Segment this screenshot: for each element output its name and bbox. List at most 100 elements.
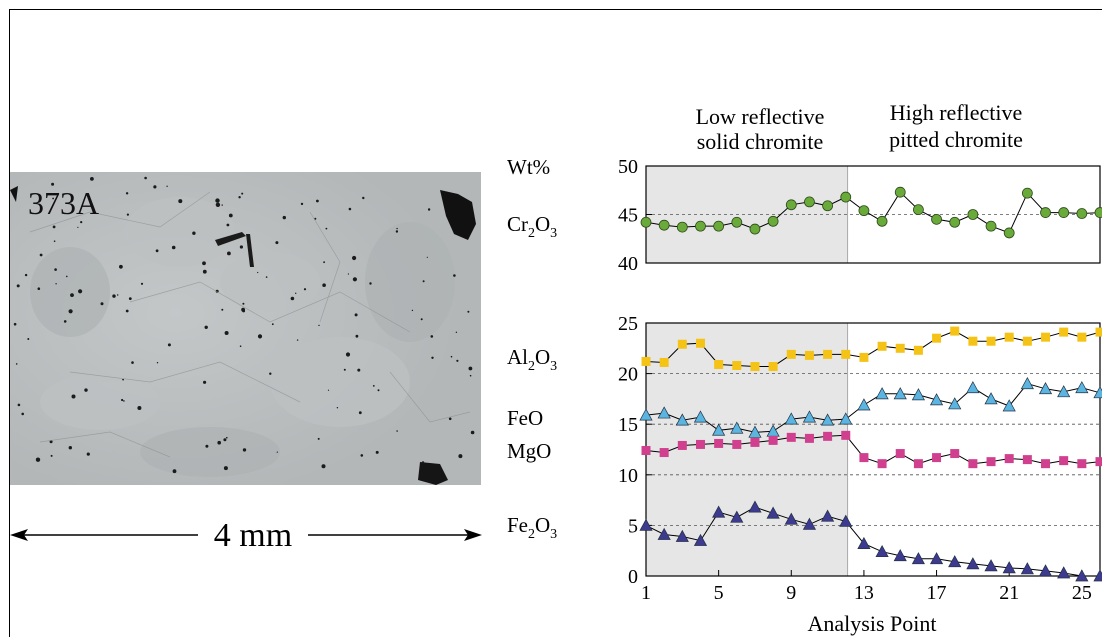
x-tick-label: 1 — [641, 582, 651, 604]
series-fe2o3 — [639, 500, 1102, 582]
data-point — [804, 196, 815, 208]
data-point — [675, 413, 689, 426]
series-al2o3 — [641, 326, 1102, 372]
data-point — [693, 410, 708, 423]
data-point — [875, 387, 889, 400]
data-point — [857, 536, 871, 549]
data-point — [1077, 459, 1087, 469]
data-point — [822, 200, 834, 212]
series-label-feo: FeO — [507, 406, 543, 430]
data-point — [730, 510, 744, 523]
data-point — [1021, 187, 1033, 199]
data-point — [1038, 382, 1053, 395]
data-point — [659, 357, 669, 367]
data-point — [966, 381, 980, 394]
series-cr2o3 — [640, 186, 1102, 239]
data-point — [695, 338, 705, 348]
data-point — [859, 453, 869, 463]
data-point — [802, 410, 817, 423]
x-tick-label: 5 — [714, 582, 724, 604]
data-point — [893, 387, 907, 400]
scale-arrow-right-icon — [464, 529, 482, 541]
data-point — [731, 216, 743, 228]
data-point — [750, 437, 760, 447]
data-point — [1059, 327, 1069, 337]
data-point — [804, 433, 814, 443]
y-tick-label: 20 — [618, 364, 638, 386]
data-point — [1076, 208, 1088, 219]
data-point — [748, 500, 762, 513]
figure-frame — [9, 9, 1102, 637]
data-point — [1057, 385, 1071, 398]
data-point — [857, 398, 871, 411]
data-point — [676, 221, 688, 233]
data-point — [1040, 207, 1051, 218]
data-point — [984, 392, 998, 405]
data-point — [1022, 455, 1032, 465]
data-point — [1075, 569, 1089, 582]
series-label-fe2o3: Fe2O3 — [507, 513, 557, 542]
data-point — [950, 326, 960, 336]
data-point — [984, 559, 998, 572]
y-tick-label: 10 — [618, 465, 638, 487]
data-point — [968, 459, 978, 469]
data-point — [823, 431, 833, 441]
data-point — [986, 336, 996, 346]
data-point — [677, 339, 687, 349]
data-point — [1093, 569, 1102, 582]
data-point — [1020, 562, 1034, 575]
data-point — [1004, 332, 1014, 342]
data-point — [749, 223, 761, 235]
series-mgo — [641, 430, 1102, 469]
y-tick-label: 50 — [618, 156, 638, 178]
data-point — [893, 549, 907, 562]
data-point — [840, 191, 852, 203]
data-point — [875, 544, 889, 558]
data-point — [1022, 336, 1032, 346]
data-point — [657, 406, 671, 419]
data-point — [639, 518, 653, 531]
data-point — [859, 352, 869, 362]
low-reflective-region-top — [646, 166, 848, 263]
data-point — [1020, 376, 1034, 390]
data-point — [784, 412, 798, 425]
data-point — [1041, 459, 1051, 469]
y-tick-label: 15 — [618, 414, 638, 436]
data-point — [785, 199, 797, 211]
data-point — [677, 440, 687, 450]
y-tick-label: 40 — [618, 253, 638, 275]
region-label-high-line2: pitted chromite — [889, 127, 1023, 152]
data-point — [985, 220, 997, 232]
scale-bar: 4 mm — [10, 517, 482, 554]
data-point — [786, 349, 796, 359]
data-point — [695, 220, 706, 232]
data-point — [658, 219, 670, 231]
data-point — [932, 333, 942, 343]
data-point — [712, 423, 726, 436]
data-point — [1077, 332, 1087, 342]
data-point — [732, 361, 742, 371]
data-point — [823, 349, 833, 359]
data-point — [968, 336, 978, 346]
data-point — [877, 341, 887, 351]
data-point — [695, 439, 705, 449]
data-point — [1038, 564, 1053, 577]
data-point — [657, 527, 671, 540]
region-label-low-line2: solid chromite — [697, 129, 823, 154]
data-point — [768, 435, 778, 445]
chromite-micrograph: 373A — [10, 172, 481, 485]
data-point — [913, 345, 923, 355]
data-point — [931, 213, 942, 225]
low-reflective-region-bottom — [646, 323, 848, 576]
data-point — [1002, 561, 1016, 574]
data-point — [714, 359, 724, 369]
data-point — [659, 448, 669, 458]
data-point — [693, 533, 708, 546]
data-point — [730, 421, 744, 434]
data-point — [932, 453, 942, 463]
data-point — [1093, 386, 1102, 399]
series-label-mgo: MgO — [507, 439, 551, 463]
y-tick-label: 5 — [628, 515, 638, 537]
data-point — [858, 205, 870, 217]
